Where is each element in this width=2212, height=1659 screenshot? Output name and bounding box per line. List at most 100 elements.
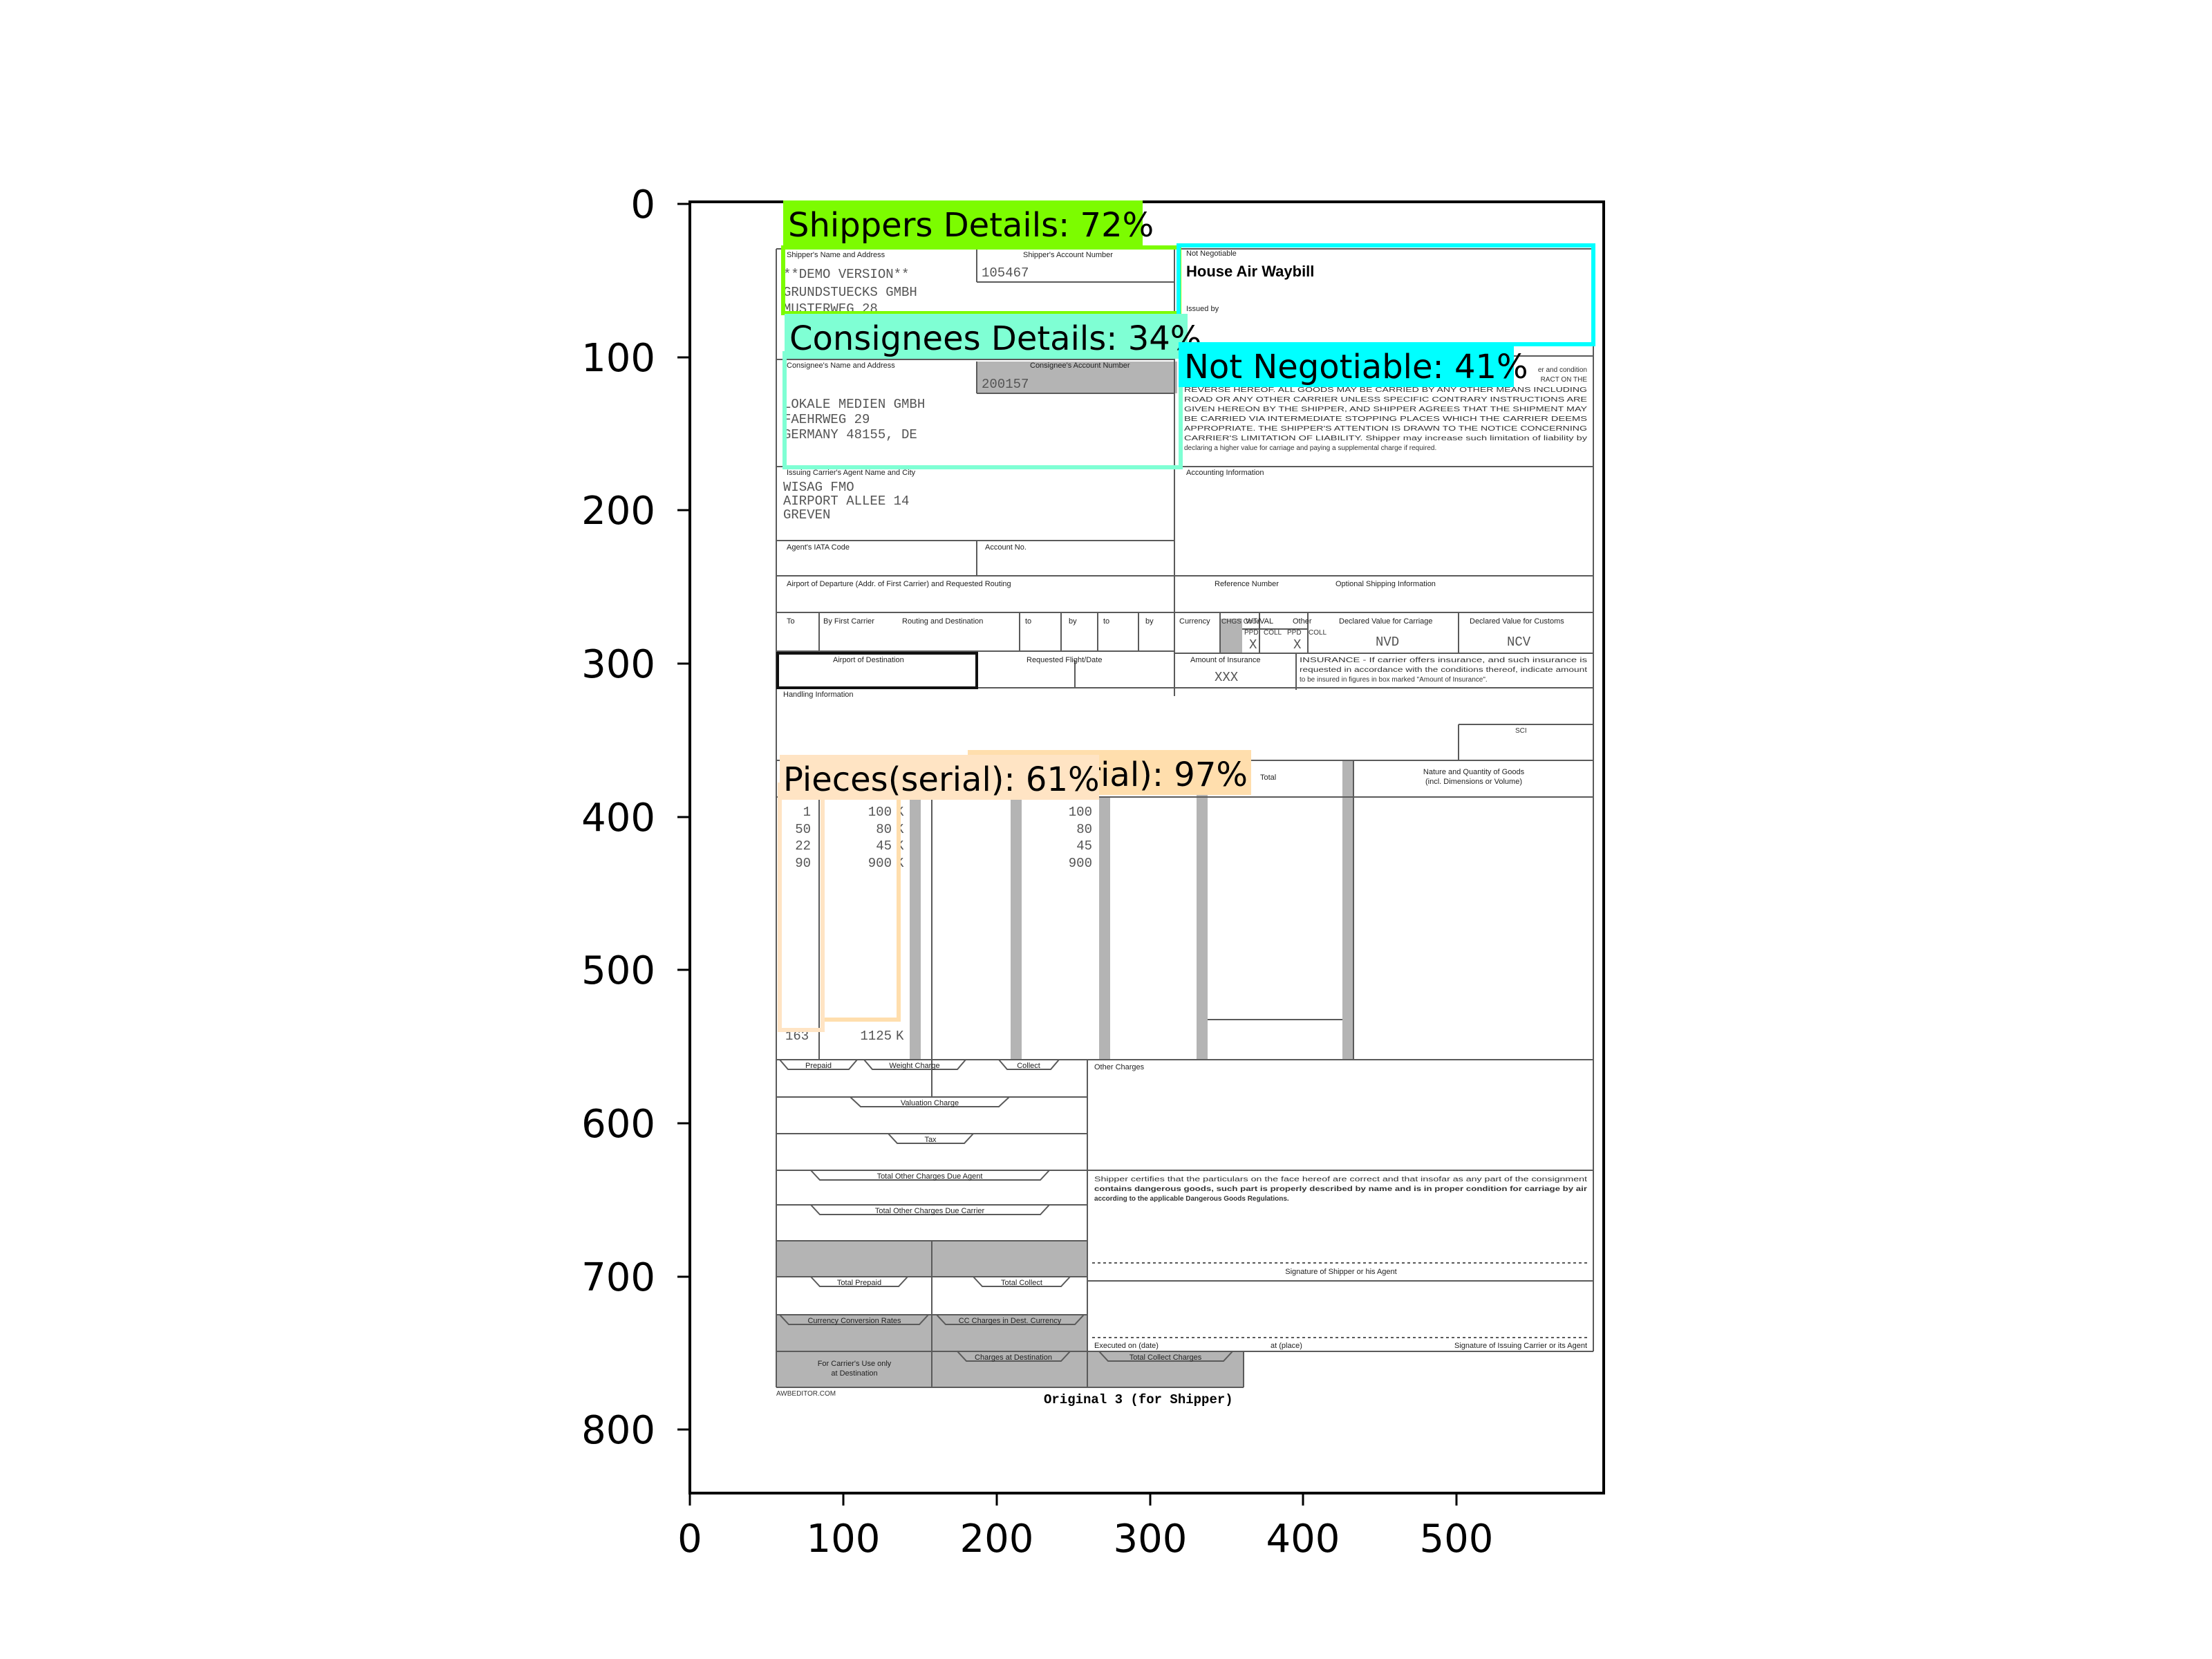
not-negotiable-label: Not Negotiable: 41% bbox=[1184, 348, 1528, 386]
consignee-line: GERMANY 48155, DE bbox=[783, 427, 917, 442]
coll-label: COLL bbox=[1309, 629, 1327, 637]
dotted-signature-lines bbox=[1092, 1262, 1590, 1338]
amount-insurance-label: Amount of Insurance bbox=[1190, 656, 1261, 664]
x-tick-label: 100 bbox=[807, 1517, 881, 1562]
total-prepaid-label: Total Prepaid bbox=[837, 1279, 881, 1287]
shipper-name-address-label: Shipper's Name and Address bbox=[787, 251, 885, 259]
accounting-info-label: Accounting Information bbox=[1186, 469, 1264, 477]
nature-goods-line: (incl. Dimensions or Volume) bbox=[1425, 778, 1522, 786]
certification-line: according to the applicable Dangerous Go… bbox=[1094, 1195, 1289, 1203]
by-first-carrier-label: By First Carrier bbox=[823, 617, 874, 626]
other-charges-label: Other Charges bbox=[1094, 1063, 1145, 1071]
carrier-use-line: at Destination bbox=[831, 1369, 877, 1378]
axes-frame bbox=[688, 200, 1605, 1494]
pieces-value: 50 bbox=[795, 822, 811, 837]
conditions-line: CARRIER'S LIMITATION OF LIABILITY. Shipp… bbox=[1184, 435, 1587, 442]
airport-destination-label: Airport of Destination bbox=[833, 656, 904, 664]
amount-insurance-value: XXX bbox=[1215, 670, 1239, 685]
total-other-agent-label: Total Other Charges Due Agent bbox=[877, 1172, 983, 1181]
conditions-line: RACT ON THE bbox=[1541, 376, 1588, 384]
y-tick-label: 200 bbox=[581, 489, 655, 534]
y-tick-label: 300 bbox=[581, 642, 655, 687]
ppd-label: PPD bbox=[1244, 629, 1259, 637]
charge-tabs bbox=[779, 1059, 1233, 1362]
sci-label: SCI bbox=[1515, 727, 1527, 735]
chargeable-value: 80 bbox=[1076, 822, 1092, 837]
y-tick-label: 600 bbox=[581, 1102, 655, 1147]
at-place-label: at (place) bbox=[1271, 1342, 1302, 1350]
handling-info-label: Handling Information bbox=[783, 691, 854, 699]
chargeable-value: 100 bbox=[1069, 805, 1092, 820]
awbeditor-label: AWBEDITOR.COM bbox=[776, 1390, 836, 1398]
to2-label: to bbox=[1025, 617, 1031, 626]
shipper-account-value: 105467 bbox=[982, 265, 1029, 281]
chargeable-value: 45 bbox=[1076, 838, 1092, 854]
insurance-line: to be insured in figures in box marked "… bbox=[1300, 676, 1488, 684]
conditions-line: BE CARRIED VIA INTERMEDIATE STOPPING PLA… bbox=[1184, 415, 1587, 423]
ppd-label: PPD bbox=[1287, 629, 1302, 637]
other-mark: X bbox=[1293, 637, 1302, 653]
shippers-details-label: Shippers Details: 72% bbox=[788, 206, 1154, 245]
executed-on-label: Executed on (date) bbox=[1094, 1342, 1159, 1350]
y-axis bbox=[677, 203, 690, 1431]
declared-customs-value: NCV bbox=[1507, 635, 1531, 650]
y-tick-label: 700 bbox=[581, 1255, 655, 1300]
consignee-account-label: Consignee's Account Number bbox=[1030, 362, 1130, 370]
weight-value: 80 bbox=[876, 822, 892, 837]
pieces-value: 22 bbox=[795, 838, 811, 854]
currency-label: Currency bbox=[1179, 617, 1210, 626]
y-tick-label: 800 bbox=[581, 1408, 655, 1453]
departure-label: Airport of Departure (Addr. of First Car… bbox=[787, 580, 1011, 588]
consignee-line: FAEHRWEG 29 bbox=[783, 412, 870, 427]
consignees-details-label: Consignees Details: 34% bbox=[789, 319, 1201, 358]
shippers-details-label-bg bbox=[783, 200, 1143, 245]
total-collect-charges-label: Total Collect Charges bbox=[1130, 1353, 1202, 1362]
air-waybill-form: Shipper's Name and Address Shipper's Acc… bbox=[776, 248, 1594, 1407]
other-label: Other bbox=[1293, 617, 1312, 626]
rial-label: rial): 97% bbox=[1087, 756, 1248, 794]
insurance-line: INSURANCE - If carrier offers insurance,… bbox=[1300, 657, 1587, 664]
weight-value: 900 bbox=[868, 856, 892, 871]
tax-label: Tax bbox=[924, 1136, 937, 1144]
house-air-waybill-title: House Air Waybill bbox=[1186, 263, 1314, 280]
detection-labels: Shippers Details: 72% Consignees Details… bbox=[780, 200, 1528, 800]
weight-value: 100 bbox=[868, 805, 892, 820]
not-negotiable-label: Not Negotiable bbox=[1186, 250, 1237, 258]
reference-number-label: Reference Number bbox=[1215, 580, 1279, 588]
conditions-line: declaring a higher value for carriage an… bbox=[1184, 444, 1436, 452]
pieces-value: 90 bbox=[795, 856, 811, 871]
to3-label: to bbox=[1103, 617, 1109, 626]
insurance-line: requested in accordance with the conditi… bbox=[1300, 666, 1587, 674]
prepaid-label: Prepaid bbox=[805, 1062, 832, 1070]
conditions-line: ROAD OR ANY OTHER CARRIER UNLESS SPECIFI… bbox=[1184, 396, 1587, 404]
agent-line: WISAG FMO bbox=[783, 480, 854, 495]
by3-label: by bbox=[1145, 617, 1154, 626]
x-tick-label: 400 bbox=[1266, 1517, 1340, 1562]
requested-flight-label: Requested Flight/Date bbox=[1027, 656, 1102, 664]
x-tick-label: 300 bbox=[1114, 1517, 1188, 1562]
y-tick-label: 500 bbox=[581, 948, 655, 993]
charges-destination-label: Charges at Destination bbox=[975, 1353, 1052, 1362]
x-axis bbox=[688, 1493, 1458, 1506]
pieces-serial-label: Pieces(serial): 61% bbox=[783, 760, 1100, 799]
consignees-details-label-bg bbox=[785, 314, 1188, 359]
declared-carriage-label: Declared Value for Carriage bbox=[1339, 617, 1433, 626]
original-label: Original 3 (for Shipper) bbox=[1044, 1392, 1233, 1407]
declared-customs-label: Declared Value for Customs bbox=[1470, 617, 1564, 626]
cc-charges-label: CC Charges in Dest. Currency bbox=[959, 1317, 1062, 1325]
conditions-line: APPROPRIATE. THE SHIPPER'S ATTENTION IS … bbox=[1184, 425, 1587, 433]
to-label: To bbox=[787, 617, 795, 626]
wt-val-mark: X bbox=[1249, 637, 1257, 653]
agent-iata-label: Agent's IATA Code bbox=[787, 543, 850, 552]
agent-line: AIRPORT ALLEE 14 bbox=[783, 494, 909, 509]
total-label: Total bbox=[1260, 774, 1276, 782]
chgs-code-label: CHGS Code bbox=[1221, 618, 1260, 626]
y-tick-label: 0 bbox=[630, 182, 655, 227]
pieces-serial-label-bg bbox=[780, 755, 1099, 800]
x-tick-label: 0 bbox=[677, 1517, 702, 1562]
consignee-line: LOKALE MEDIEN GMBH bbox=[783, 397, 925, 412]
routing-destination-label: Routing and Destination bbox=[902, 617, 983, 626]
y-tick-label: 100 bbox=[581, 336, 655, 381]
not-negotiable-label-bg bbox=[1179, 342, 1514, 387]
